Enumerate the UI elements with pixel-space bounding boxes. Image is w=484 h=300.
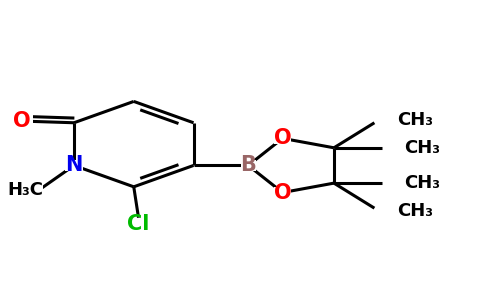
Bar	[274, 187, 291, 198]
Bar	[241, 160, 256, 171]
Bar	[7, 184, 43, 196]
Text: Cl: Cl	[127, 214, 150, 234]
Bar	[65, 160, 83, 171]
Text: N: N	[65, 155, 83, 176]
Text: CH₃: CH₃	[397, 202, 433, 220]
Text: CH₃: CH₃	[397, 111, 433, 129]
Bar	[10, 115, 33, 128]
Text: H₃C: H₃C	[7, 182, 43, 200]
Text: O: O	[13, 111, 30, 131]
Text: B: B	[241, 155, 256, 176]
Text: CH₃: CH₃	[405, 139, 440, 157]
Bar	[128, 219, 149, 230]
Text: O: O	[274, 182, 291, 203]
Text: CH₃: CH₃	[405, 174, 440, 192]
Bar	[274, 133, 291, 144]
Text: O: O	[274, 128, 291, 148]
